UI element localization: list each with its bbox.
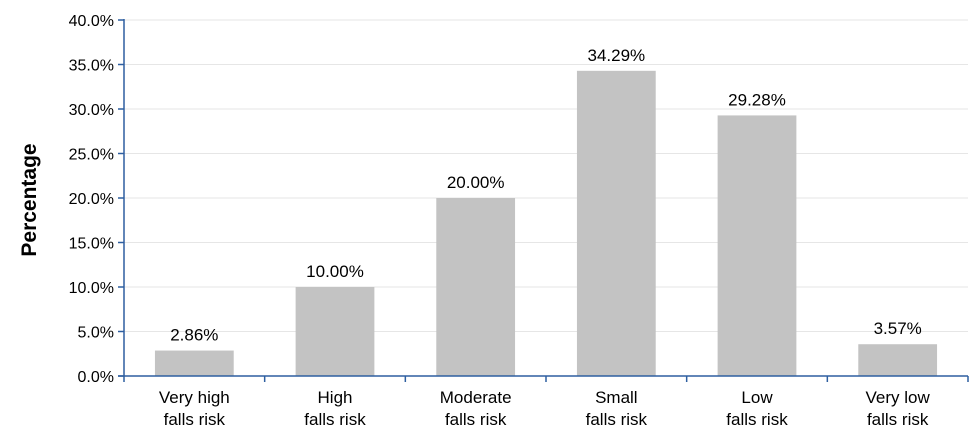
bar bbox=[858, 344, 938, 376]
bar bbox=[576, 70, 656, 376]
bar bbox=[436, 198, 516, 376]
y-tick-label: 30.0% bbox=[69, 102, 114, 119]
data-label: 2.86% bbox=[170, 326, 218, 345]
data-label: 10.00% bbox=[306, 262, 364, 281]
labels: 0.0% 5.0% 10.0% 15.0% 20.0% 25.0% 30.0% 35.0% 40… bbox=[69, 13, 931, 429]
data-label: 29.28% bbox=[728, 90, 786, 109]
x-category-label: Very high bbox=[159, 388, 230, 407]
x-category-label: falls risk bbox=[445, 410, 507, 429]
x-category-label: falls risk bbox=[304, 410, 366, 429]
y-tick-label: 25.0% bbox=[69, 147, 114, 164]
x-category-label: falls risk bbox=[867, 410, 929, 429]
x-category-label: High bbox=[318, 388, 353, 407]
x-category-label: falls risk bbox=[726, 410, 788, 429]
y-tick-label: 5.0% bbox=[78, 325, 114, 342]
bar bbox=[295, 287, 375, 376]
data-label: 34.29% bbox=[587, 46, 645, 65]
x-category-label: Very low bbox=[866, 388, 931, 407]
bars bbox=[154, 70, 938, 377]
x-category-label: Moderate bbox=[440, 388, 512, 407]
y-tick-label: 40.0% bbox=[69, 13, 114, 30]
x-category-label: Small bbox=[595, 388, 638, 407]
y-tick-label: 20.0% bbox=[69, 191, 114, 208]
y-axis-title: Percentage bbox=[18, 143, 41, 256]
x-category-label: falls risk bbox=[164, 410, 226, 429]
data-label: 20.00% bbox=[447, 173, 505, 192]
bar bbox=[717, 115, 797, 377]
gridlines bbox=[124, 19, 968, 332]
y-tick-label: 15.0% bbox=[69, 236, 114, 253]
x-category-label: Low bbox=[741, 388, 773, 407]
y-tick-label: 10.0% bbox=[69, 280, 114, 297]
y-tick-label: 0.0% bbox=[78, 369, 114, 386]
x-category-label: falls risk bbox=[586, 410, 648, 429]
axes bbox=[118, 19, 969, 382]
data-label: 3.57% bbox=[874, 319, 922, 338]
bar bbox=[154, 350, 234, 376]
y-tick-label: 35.0% bbox=[69, 58, 114, 75]
